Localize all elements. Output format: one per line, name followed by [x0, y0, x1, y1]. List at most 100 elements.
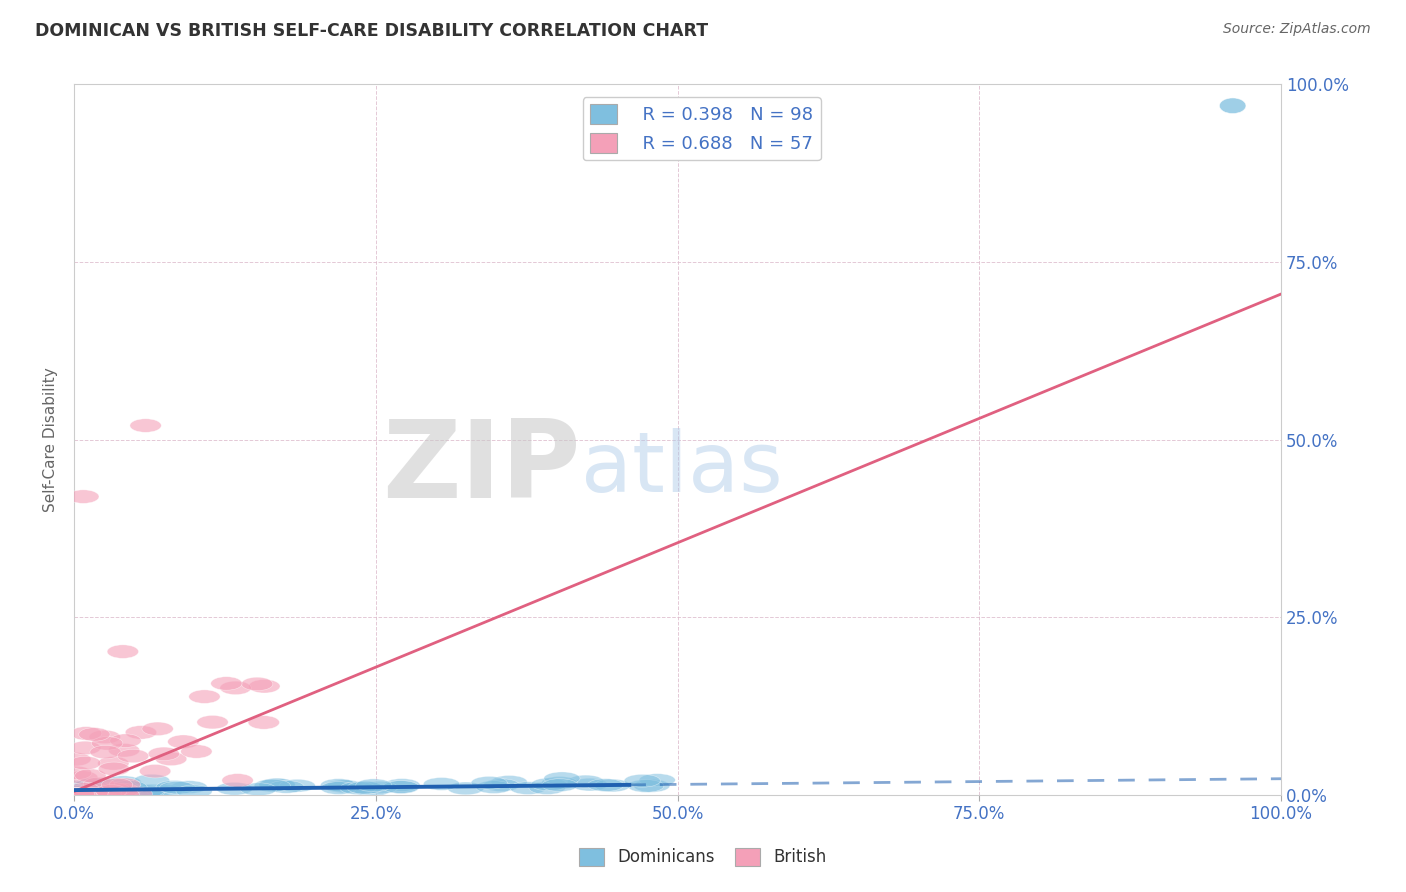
Ellipse shape [69, 741, 101, 755]
Ellipse shape [222, 773, 253, 787]
Ellipse shape [70, 784, 107, 797]
Ellipse shape [98, 782, 131, 797]
Ellipse shape [76, 782, 111, 795]
Ellipse shape [142, 722, 173, 736]
Ellipse shape [63, 788, 94, 801]
Ellipse shape [176, 785, 212, 797]
Ellipse shape [340, 781, 375, 795]
Ellipse shape [588, 779, 624, 791]
Ellipse shape [76, 784, 112, 797]
Ellipse shape [77, 788, 108, 801]
Ellipse shape [475, 780, 512, 794]
Ellipse shape [80, 785, 117, 797]
Ellipse shape [572, 778, 607, 791]
Ellipse shape [82, 784, 118, 797]
Ellipse shape [58, 784, 94, 797]
Ellipse shape [423, 778, 460, 790]
Ellipse shape [66, 788, 97, 801]
Legend: Dominicans, British: Dominicans, British [572, 841, 834, 873]
Ellipse shape [347, 781, 384, 794]
Ellipse shape [249, 680, 280, 693]
Ellipse shape [69, 756, 101, 770]
Ellipse shape [62, 785, 98, 798]
Ellipse shape [108, 788, 139, 801]
Ellipse shape [384, 779, 420, 791]
Ellipse shape [134, 774, 170, 787]
Ellipse shape [110, 778, 141, 791]
Ellipse shape [259, 779, 295, 791]
Ellipse shape [83, 777, 114, 790]
Ellipse shape [77, 788, 108, 801]
Ellipse shape [627, 780, 664, 792]
Ellipse shape [59, 753, 91, 766]
Ellipse shape [382, 780, 419, 794]
Ellipse shape [510, 781, 546, 795]
Ellipse shape [242, 677, 273, 690]
Ellipse shape [541, 776, 578, 789]
Ellipse shape [69, 788, 101, 801]
Ellipse shape [531, 778, 567, 791]
Ellipse shape [128, 786, 165, 798]
Ellipse shape [100, 782, 136, 796]
Ellipse shape [181, 745, 212, 758]
Ellipse shape [321, 779, 357, 791]
Ellipse shape [382, 780, 419, 793]
Ellipse shape [79, 788, 110, 801]
Ellipse shape [211, 677, 242, 690]
Ellipse shape [156, 752, 187, 765]
Ellipse shape [58, 785, 93, 797]
Ellipse shape [217, 782, 253, 795]
Ellipse shape [73, 784, 110, 797]
Ellipse shape [139, 764, 170, 778]
Ellipse shape [101, 784, 138, 797]
Ellipse shape [63, 783, 98, 796]
Ellipse shape [156, 780, 193, 793]
Ellipse shape [90, 746, 121, 759]
Ellipse shape [94, 785, 131, 798]
Ellipse shape [321, 781, 357, 795]
Ellipse shape [84, 788, 115, 801]
Ellipse shape [69, 785, 105, 798]
Ellipse shape [634, 780, 669, 792]
Ellipse shape [108, 744, 139, 757]
Ellipse shape [75, 780, 111, 793]
Ellipse shape [111, 780, 148, 793]
Ellipse shape [219, 681, 252, 695]
Ellipse shape [146, 784, 183, 797]
Ellipse shape [136, 784, 173, 797]
Ellipse shape [159, 781, 195, 794]
Ellipse shape [269, 780, 304, 793]
Ellipse shape [62, 788, 93, 801]
Text: atlas: atlas [581, 427, 783, 508]
Ellipse shape [491, 775, 527, 789]
Ellipse shape [79, 783, 114, 796]
Ellipse shape [70, 786, 107, 799]
Y-axis label: Self-Care Disability: Self-Care Disability [44, 368, 58, 512]
Ellipse shape [72, 780, 108, 793]
Ellipse shape [101, 778, 132, 791]
Ellipse shape [90, 781, 127, 794]
Ellipse shape [63, 783, 100, 797]
Ellipse shape [67, 784, 104, 797]
Ellipse shape [167, 735, 200, 748]
Ellipse shape [595, 779, 630, 792]
Ellipse shape [90, 785, 125, 797]
Ellipse shape [77, 784, 112, 797]
Legend:   R = 0.398   N = 98,   R = 0.688   N = 57: R = 0.398 N = 98, R = 0.688 N = 57 [582, 97, 821, 161]
Ellipse shape [70, 727, 101, 740]
Ellipse shape [98, 762, 129, 775]
Ellipse shape [544, 772, 581, 785]
Ellipse shape [121, 787, 152, 800]
Ellipse shape [75, 778, 111, 791]
Ellipse shape [66, 786, 103, 798]
Ellipse shape [111, 780, 148, 793]
Ellipse shape [107, 645, 139, 658]
Ellipse shape [66, 781, 103, 794]
Ellipse shape [89, 731, 121, 744]
Ellipse shape [110, 734, 141, 747]
Ellipse shape [70, 786, 105, 798]
Ellipse shape [484, 779, 520, 791]
Ellipse shape [105, 776, 142, 789]
Ellipse shape [89, 781, 125, 795]
Ellipse shape [75, 782, 111, 795]
